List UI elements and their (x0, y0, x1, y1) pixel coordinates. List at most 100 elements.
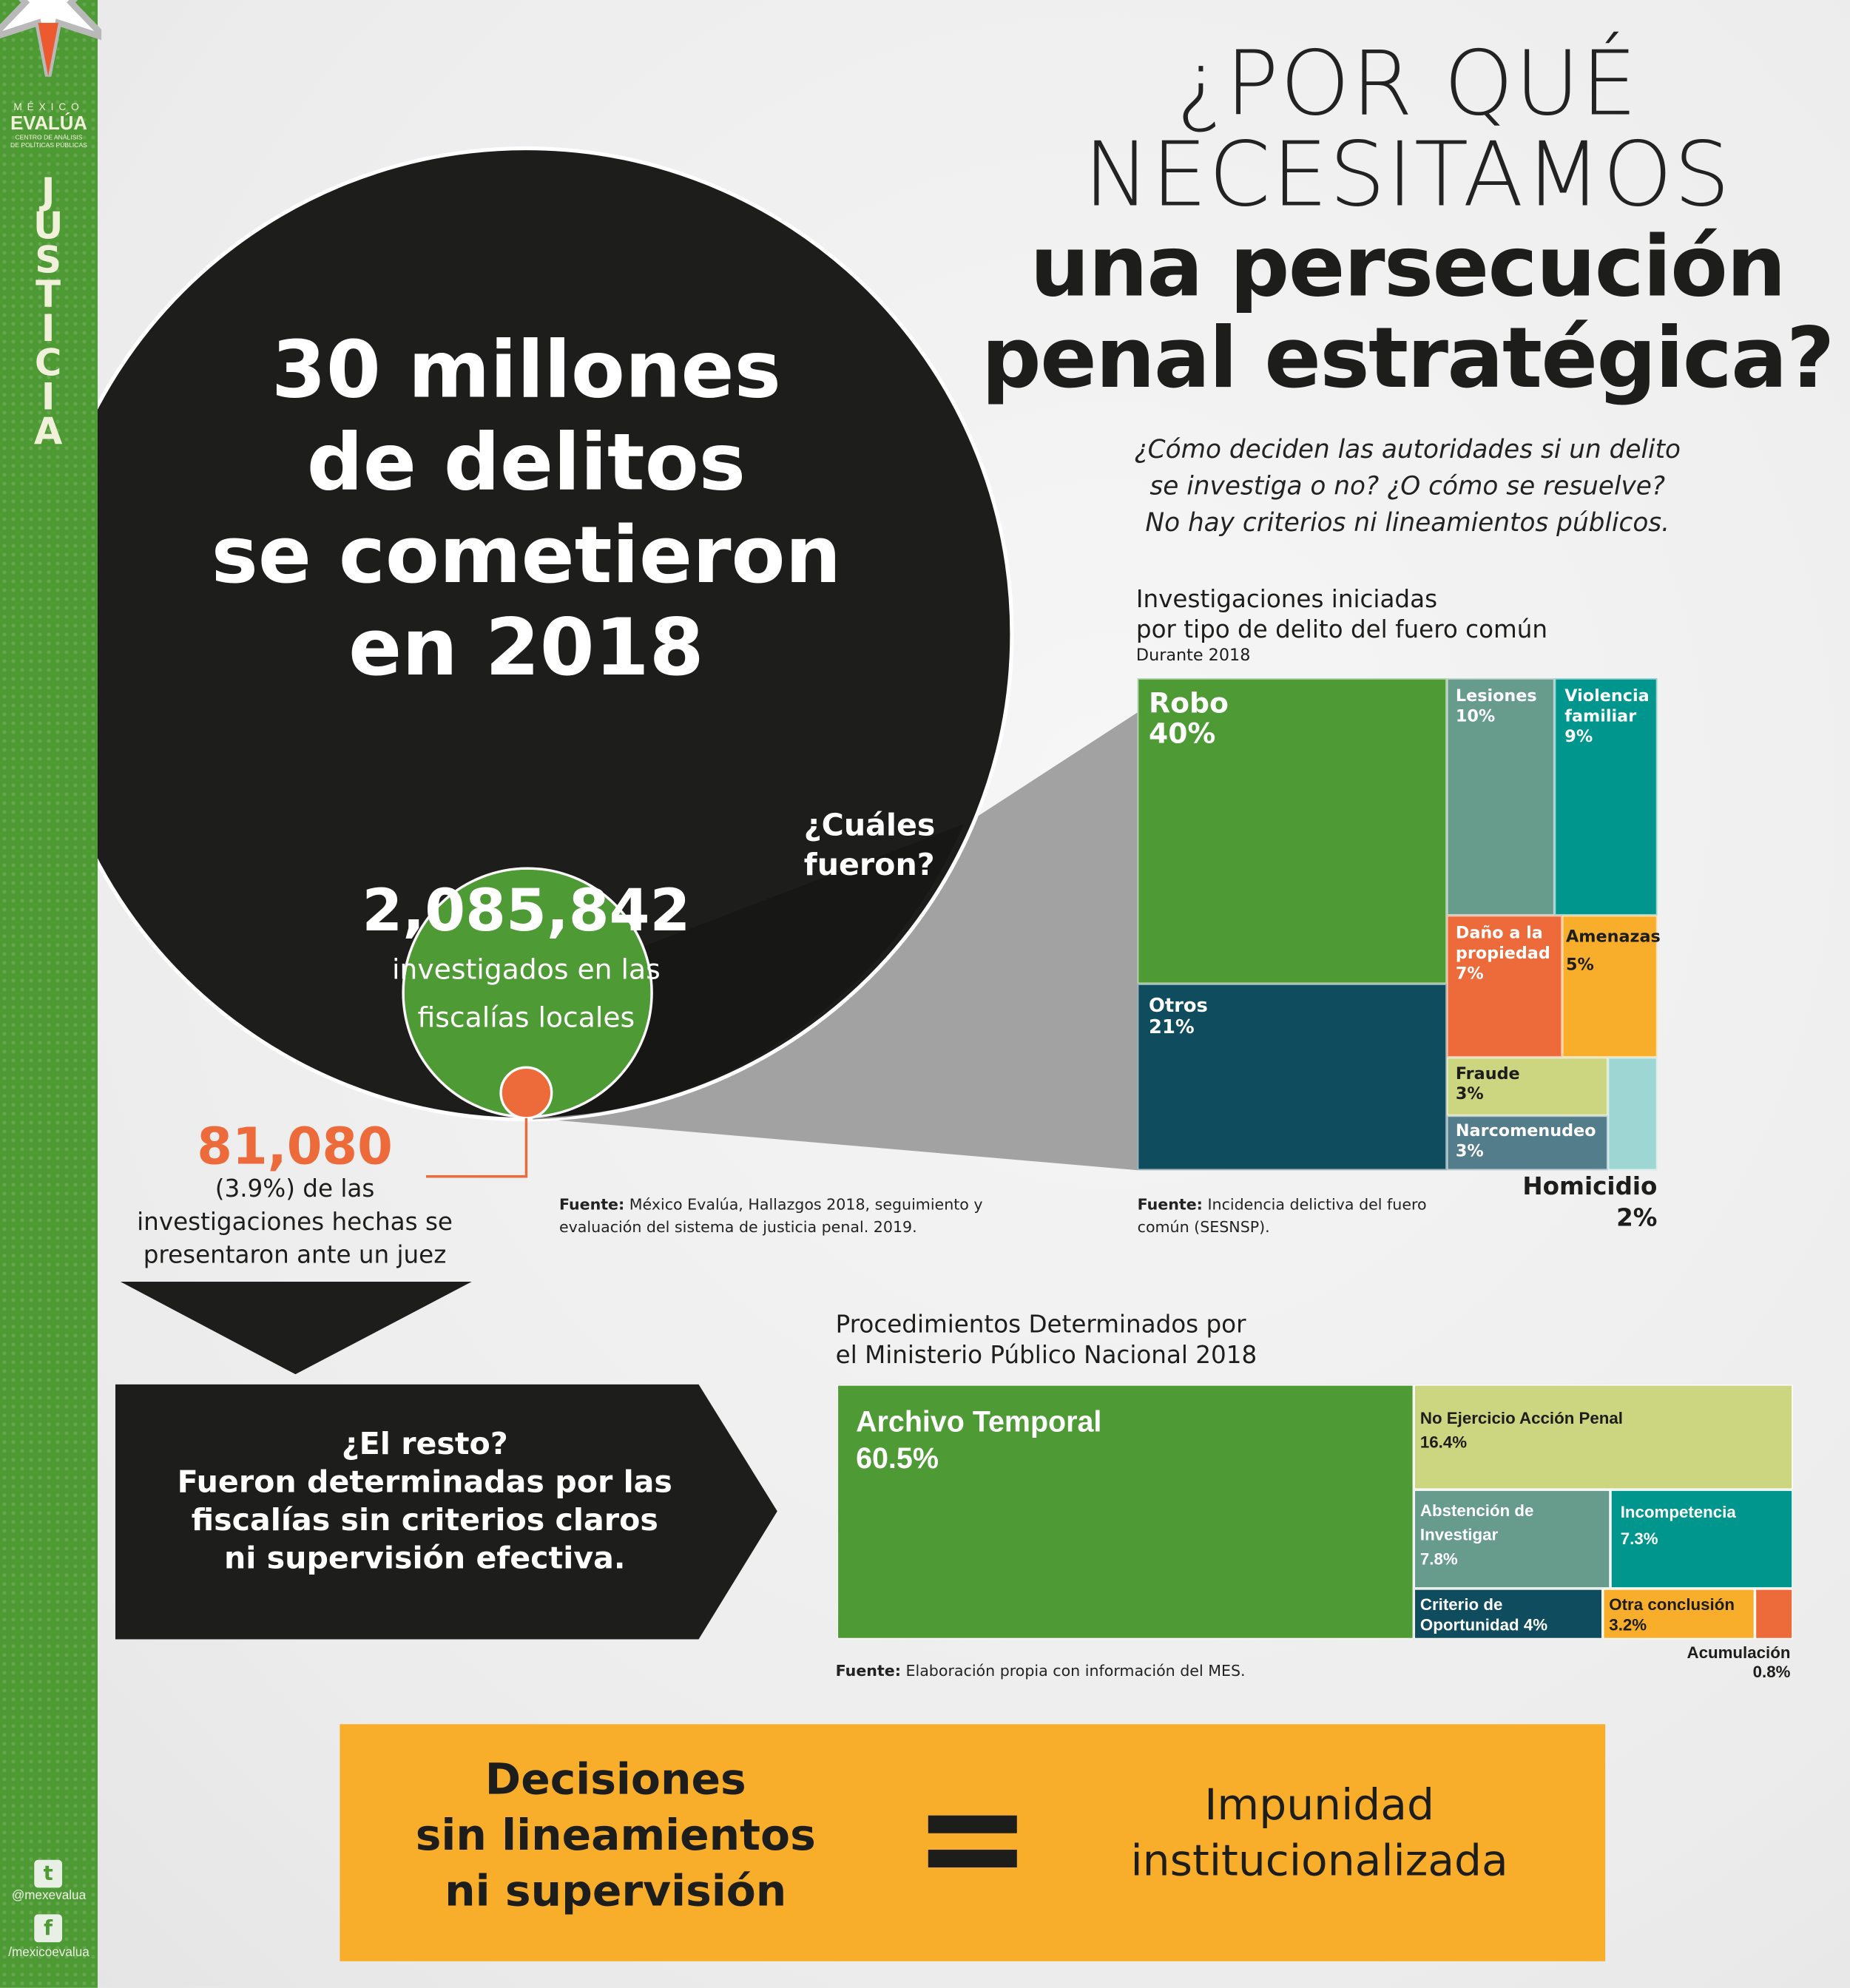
source-text: Incidencia delictiva del fuero (1207, 1195, 1427, 1214)
investigated-line: fiscalías locales (417, 1002, 635, 1035)
section-letter: U (33, 203, 64, 248)
twitter-handle[interactable]: @mexevalua (11, 1889, 87, 1903)
source-2: Fuente: Incidencia delictiva del fuero c… (1138, 1193, 1468, 1239)
source-3: Fuente: Elaboración propia con informaci… (836, 1660, 1246, 1683)
cell-homicidio (1607, 1057, 1658, 1171)
investigated-line: investigados en las (391, 954, 661, 987)
cell-label: No Ejercicio Acción Penal (1419, 1408, 1624, 1428)
conclusion-banner: Decisiones sin lineamientos ni supervisi… (340, 1724, 1606, 1961)
title-line: Investigaciones iniciadas (1135, 585, 1438, 614)
logo-line3: CENTRO DE ANÁLISIS (15, 134, 83, 142)
source-text: común (SESNSP). (1137, 1218, 1270, 1237)
cell-value: 0.8% (1752, 1662, 1791, 1682)
rest-line: Fueron determinadas por las (177, 1464, 672, 1500)
facebook-handle[interactable]: /mexicoevalua (8, 1946, 90, 1961)
cell-value: 3% (1455, 1142, 1484, 1162)
cell-label: Criterio de Oportunidad (1419, 1595, 1519, 1634)
cell-otra-conclusion: Otra conclusión 3.2% (1602, 1588, 1755, 1640)
cell-label: Daño a la propiedad (1455, 924, 1550, 964)
banner-line: institucionalizada (1130, 1836, 1508, 1887)
logo-line4: DE POLÍTICAS PÚBLICAS (10, 141, 87, 150)
headline-line: en 2018 (348, 601, 704, 694)
judge-dot (499, 1066, 553, 1120)
cell-value: 2% (1616, 1204, 1658, 1233)
investigated-number: 2,085,842 (362, 876, 691, 945)
facebook-icon[interactable]: f (34, 1914, 62, 1943)
logo-mexico: MÉXICO (13, 101, 84, 113)
source-1: Fuente: México Evalúa, Hallazgos 2018, s… (559, 1193, 1092, 1239)
cell-violencia-familiar: Violencia familiar 9% (1554, 678, 1658, 916)
cell-value: 7.3% (1620, 1529, 1658, 1549)
cell-label: Abstención de Investigar (1419, 1501, 1534, 1544)
cell-label: Otra conclusión (1609, 1595, 1735, 1615)
cell-label: Narcomenudeo (1455, 1122, 1596, 1141)
cell-incompetencia: Incompetencia 7.3% (1610, 1490, 1793, 1589)
treemap1-subtitle: Durante 2018 (1135, 646, 1251, 666)
cell-label: Fraude (1455, 1064, 1520, 1084)
cell-label: Acumulación (1687, 1643, 1791, 1663)
headline-line: de delitos (306, 416, 746, 509)
section-letter: I (41, 375, 55, 419)
cell-value: 4% (1523, 1615, 1548, 1634)
source-text: Elaboración propia con información del M… (905, 1662, 1246, 1680)
rest-arrow-box (115, 1384, 777, 1640)
cell-value: 7.8% (1419, 1549, 1458, 1569)
source-label: Fuente: (1137, 1195, 1203, 1214)
rest-line: ¿El resto? (341, 1426, 508, 1462)
source-text: México Evalúa, Hallazgos 2018, seguimien… (629, 1195, 983, 1214)
section-letter: T (36, 272, 61, 316)
source-text: evaluación del sistema de justicia penal… (558, 1218, 917, 1237)
cell-label: Lesiones (1455, 687, 1537, 706)
cell-narcomenudeo: Narcomenudeo 3% (1446, 1115, 1608, 1171)
title-line-3: una persecución (1030, 217, 1786, 316)
cell-abstencion: Abstención de Investigar 7.8% (1414, 1490, 1611, 1589)
judge-text: (3.9%) de las investigaciones hechas se … (108, 1173, 482, 1272)
investigated-text: investigados en las fiscalías locales (291, 947, 760, 1043)
cell-acumulacion (1755, 1588, 1793, 1640)
cell-value: 10% (1455, 707, 1496, 727)
banner-left-text: Decisiones sin lineamientos ni supervisi… (391, 1752, 841, 1919)
subtitle-line: ¿Cómo deciden las autoridades si un deli… (1134, 433, 1681, 464)
rest-line: ni supervisión efectiva. (223, 1540, 626, 1576)
logo-star-icon (0, 0, 102, 77)
cell-label: Otros (1149, 993, 1208, 1017)
cell-value: 3.2% (1609, 1615, 1647, 1634)
banner-line: Impunidad (1204, 1779, 1434, 1831)
equals-icon-bar (928, 1850, 1017, 1868)
section-label-justicia: J U S T I C I A (23, 169, 74, 453)
title-line-1: ¿POR QUÉ (1176, 31, 1638, 136)
title-line-2: NECESITAMOS (1083, 123, 1732, 227)
cell-robo: Robo 40% (1137, 678, 1447, 984)
homicidio-callout: Homicidio 2% (1496, 1172, 1658, 1235)
cell-label: Robo (1149, 688, 1229, 720)
subtitle-line: No hay criterios ni lineamientos público… (1145, 507, 1670, 538)
title-line: Procedimientos Determinados por (835, 1311, 1246, 1339)
judge-line: investigaciones hechas se (137, 1208, 453, 1237)
section-letter: J (41, 169, 55, 213)
section-letter: A (33, 409, 63, 453)
cell-otros: Otros 21% (1137, 984, 1447, 1171)
cell-criterio-oportunidad: Criterio de Oportunidad 4% (1414, 1588, 1603, 1640)
cell-label: Incompetencia (1620, 1502, 1736, 1522)
down-arrow (120, 1282, 472, 1375)
source-label: Fuente: (835, 1662, 901, 1680)
section-letter: C (34, 341, 62, 385)
headline-line: se cometieron (211, 508, 842, 601)
cell-fraude: Fraude 3% (1446, 1057, 1608, 1116)
subtitle: ¿Cómo deciden las autoridades si un deli… (1065, 431, 1750, 541)
title-line-4: penal estratégica? (981, 309, 1835, 408)
twitter-icon[interactable]: t (34, 1859, 62, 1888)
cell-no-ejercicio: No Ejercicio Acción Penal 16.4% (1414, 1384, 1793, 1490)
cell-value: 5% (1566, 956, 1594, 976)
acumulacion-callout: Acumulación 0.8% (1635, 1643, 1791, 1682)
cell-label: Archivo Temporal (856, 1404, 1102, 1438)
banner-line: ni supervisión (445, 1866, 787, 1917)
cell-amenazas: Amenazas 5% (1562, 915, 1661, 1058)
cell-value: 7% (1455, 964, 1484, 984)
equals-icon (928, 1815, 1017, 1833)
source-label: Fuente: (558, 1195, 625, 1214)
cell-archivo-temporal: Archivo Temporal 60.5% (837, 1384, 1414, 1640)
cell-value: 21% (1149, 1015, 1195, 1038)
rest-line: fiscalías sin criterios claros (191, 1502, 658, 1538)
